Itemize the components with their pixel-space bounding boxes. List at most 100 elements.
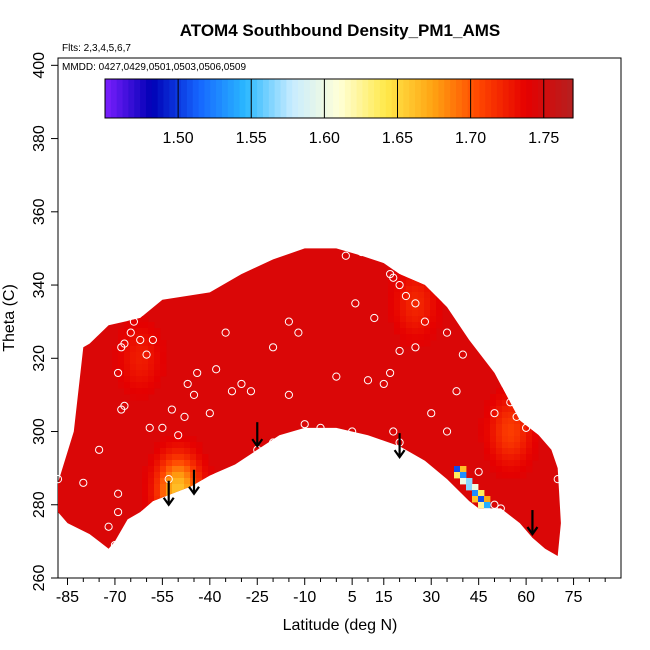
observation-point xyxy=(193,368,202,378)
field-cell xyxy=(160,472,167,479)
field-cell xyxy=(418,286,425,293)
field-cell xyxy=(130,364,137,371)
colorbar-tick-label: 1.60 xyxy=(309,130,340,147)
field-cell xyxy=(154,364,161,371)
field-cell xyxy=(406,298,413,305)
field-cell xyxy=(430,274,437,281)
field-cell xyxy=(202,466,209,473)
observation-point xyxy=(104,522,113,531)
field-cell xyxy=(196,496,203,503)
field-cell xyxy=(430,328,437,335)
field-cell xyxy=(208,490,215,497)
field-cell xyxy=(154,346,161,353)
field-cell xyxy=(430,322,437,329)
field-cell xyxy=(418,274,425,281)
field-cell xyxy=(166,520,173,527)
field-cell xyxy=(178,490,185,497)
field-cell xyxy=(148,496,155,503)
field-cell xyxy=(424,262,431,269)
field-cell xyxy=(484,406,491,413)
field-cell xyxy=(118,364,125,371)
field-cell xyxy=(514,460,521,467)
observation-point xyxy=(237,482,246,491)
observation-point xyxy=(389,273,398,282)
field-cell xyxy=(502,430,509,437)
field-cell xyxy=(142,370,149,377)
field-cell xyxy=(406,334,413,341)
field-cell xyxy=(154,526,161,533)
field-cell xyxy=(184,436,191,443)
observation-point xyxy=(484,335,493,345)
field-cell xyxy=(394,310,401,317)
flight-direction-arrow xyxy=(162,480,175,507)
colorbar-swatch xyxy=(222,79,229,118)
field-cell xyxy=(514,388,521,395)
observation-point xyxy=(284,317,293,326)
x-tick-label: 60 xyxy=(517,589,535,606)
field-cell xyxy=(508,448,515,455)
field-cell xyxy=(184,442,191,449)
field-cell xyxy=(160,364,167,371)
field-cell xyxy=(208,508,215,515)
field-cell xyxy=(118,328,125,335)
field-cell xyxy=(136,334,143,341)
field-cell xyxy=(496,472,503,479)
field-cell xyxy=(196,502,203,509)
field-cell xyxy=(154,448,161,455)
field-cell xyxy=(532,448,539,455)
colorbar-swatch xyxy=(198,79,206,118)
field-cell xyxy=(400,262,407,269)
field-cell xyxy=(418,328,425,335)
field-cell xyxy=(172,448,179,455)
observation-point xyxy=(145,423,154,432)
field-cell xyxy=(154,460,161,467)
field-cell xyxy=(154,520,161,527)
field-cell xyxy=(526,442,533,449)
field-cell xyxy=(196,520,203,527)
field-cell xyxy=(394,298,401,305)
field-cell xyxy=(436,298,443,305)
field-cell xyxy=(148,352,155,359)
field-cell xyxy=(406,286,413,293)
field-cell xyxy=(160,538,167,545)
observation-point xyxy=(401,291,411,301)
field-cell xyxy=(502,418,509,425)
observation-point xyxy=(427,409,436,418)
field-cell xyxy=(406,340,413,347)
field-cell xyxy=(430,316,437,323)
colorbar-swatch xyxy=(122,79,129,118)
x-tick-label: 30 xyxy=(422,589,440,606)
observation-point xyxy=(452,387,461,396)
field-cell xyxy=(118,352,125,359)
observation-point xyxy=(506,398,515,407)
field-cell xyxy=(532,442,539,449)
field-cell xyxy=(502,442,509,449)
field-cell xyxy=(514,436,521,443)
arrow-head xyxy=(393,449,406,460)
field-cell xyxy=(412,292,419,299)
colorbar-swatch xyxy=(344,79,352,118)
observation-point xyxy=(227,387,237,396)
field-cell xyxy=(142,508,149,515)
field-cell xyxy=(154,382,161,389)
field-cell xyxy=(412,328,419,335)
field-cell xyxy=(172,484,179,491)
colorbar-swatch xyxy=(508,79,516,118)
colorbar-swatch xyxy=(379,79,387,118)
field-cell xyxy=(196,478,203,485)
field-cell xyxy=(184,526,191,533)
colorbar-swatch xyxy=(227,79,235,118)
field-cell xyxy=(418,298,425,305)
field-cell xyxy=(514,448,521,455)
field-cell xyxy=(160,442,167,449)
field-cell xyxy=(502,400,509,407)
field-cell xyxy=(436,304,443,311)
field-cell xyxy=(394,316,401,323)
field-cell xyxy=(478,424,485,431)
field-cell xyxy=(178,436,185,443)
field-cell xyxy=(394,328,401,335)
colorbar-swatch xyxy=(204,79,211,118)
field-cell xyxy=(124,388,131,395)
observation-point xyxy=(183,379,192,389)
field-cell xyxy=(202,514,209,521)
